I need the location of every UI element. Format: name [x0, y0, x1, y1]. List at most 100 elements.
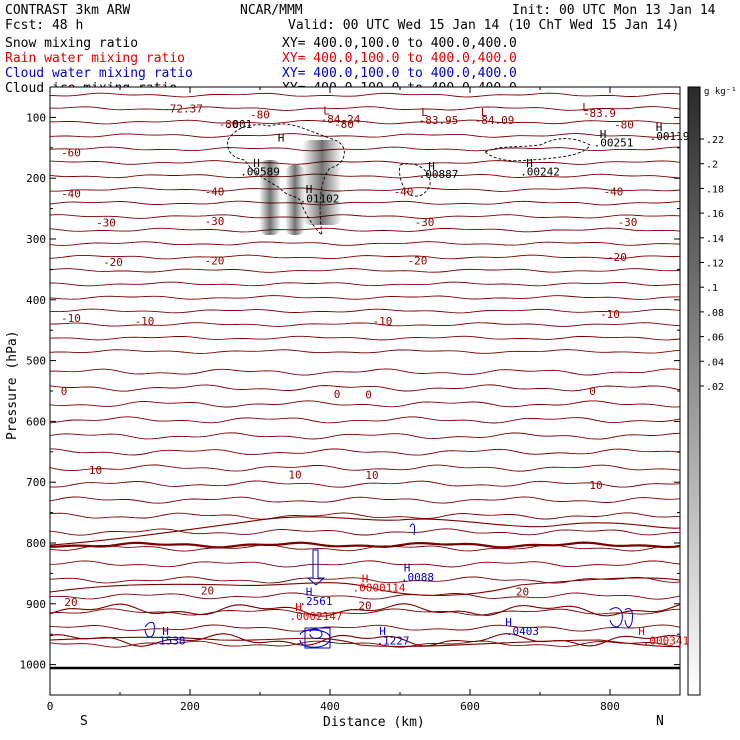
- temperature-label: 0: [589, 385, 596, 398]
- x-tick-label: 200: [180, 700, 200, 713]
- cloud-ice-contours: [227, 123, 591, 237]
- temperature-contour: [50, 592, 680, 600]
- model-title: CONTRAST 3km ARW: [5, 3, 130, 18]
- boundary-layer-contour: [50, 516, 680, 546]
- temperature-contour: [50, 92, 680, 98]
- cloud-water-contour: [144, 621, 155, 638]
- x-axis-label: Distance (km): [323, 715, 425, 730]
- snow-shading: [259, 140, 342, 235]
- temperature-label: -30: [205, 215, 225, 228]
- extremum-marker: H: [656, 121, 663, 134]
- extremum-value: .2561: [299, 595, 332, 608]
- temperature-contour: [50, 281, 680, 287]
- temperature-contour: [50, 544, 680, 552]
- extremum-marker: H: [428, 160, 435, 173]
- colorbar-tick-label: .02: [706, 382, 724, 393]
- temperature-contour: [50, 133, 680, 138]
- extremum-marker: H: [162, 625, 169, 638]
- cloud-water-contour: [609, 607, 623, 628]
- temperature-contour: [50, 173, 680, 179]
- temperature-label: -10: [600, 308, 620, 321]
- extremum-value: -84.24: [321, 113, 361, 126]
- colorbar-tick-label: .14: [706, 234, 724, 245]
- temperature-label: 10: [365, 469, 378, 482]
- temperature-contour: [50, 268, 680, 273]
- temperature-label: 0: [61, 385, 68, 398]
- temperature-label: -40: [604, 186, 624, 199]
- temperature-label: -72.37: [163, 102, 203, 115]
- extremum-value: .0002147: [290, 610, 343, 623]
- temperature-contour: [50, 254, 680, 260]
- x-tick-label: 600: [460, 700, 480, 713]
- y-tick-label: 100: [26, 111, 46, 124]
- extremum-marker: H: [278, 131, 285, 144]
- forecast-hour: Fcst: 48 h: [5, 18, 83, 33]
- field-name: Rain water mixing ratio: [5, 51, 185, 66]
- ice-contour: [399, 163, 431, 197]
- temperature-contour: [50, 416, 680, 424]
- temperature-label: -30: [415, 216, 435, 229]
- extremum-marker: H: [379, 625, 386, 638]
- temperature-contour: [50, 295, 680, 300]
- temperature-contour: [50, 335, 680, 341]
- temperature-label: -20: [103, 256, 123, 269]
- field-xy: XY= 400.0,100.0 to 400.0,400.0: [282, 51, 517, 66]
- temperature-label: 0: [334, 388, 341, 401]
- extremum-marker: L: [421, 106, 428, 119]
- temperature-contour: [50, 146, 680, 152]
- colorbar-scale: [687, 86, 701, 696]
- temperature-label: -10: [61, 312, 81, 325]
- temperature-label: 10: [589, 479, 602, 492]
- cloud-water-contour: [299, 629, 331, 648]
- x-axis: 0 200 400 600 800: [47, 87, 620, 713]
- cloud-water-contour: [306, 549, 326, 586]
- colorbar-tick-label: .04: [706, 357, 724, 368]
- init-time: Init: 00 UTC Mon 13 Jan 14: [512, 3, 716, 18]
- colorbar-tick-label: .22: [706, 135, 724, 146]
- temperature-label: 20: [201, 584, 214, 597]
- temperature-label: -40: [394, 186, 414, 199]
- temperature-contour: [50, 200, 680, 206]
- extremum-value: .00251: [594, 136, 634, 149]
- extremum-marker: H: [638, 625, 645, 638]
- temperature-contour-lines: [50, 92, 680, 648]
- temperature-contour: [50, 560, 680, 568]
- extremum-marker: L: [582, 101, 589, 114]
- extremum-marker: H: [362, 572, 369, 585]
- temperature-label: -20: [408, 254, 428, 267]
- extremum-value: .01102: [300, 192, 340, 205]
- colorbar-tick-label: .18: [706, 184, 724, 195]
- colorbar-tick-label: .06: [706, 333, 724, 344]
- y-tick-label: 800: [26, 537, 46, 550]
- temperature-contour: [50, 241, 680, 246]
- y-tick-label: 700: [26, 476, 46, 489]
- temperature-contour: [50, 384, 680, 392]
- extremum-marker: L: [323, 105, 330, 118]
- temperature-contour: [50, 603, 680, 617]
- temperature-label: 10: [288, 468, 301, 481]
- extremum-value: .1538: [152, 634, 185, 647]
- field-xy: XY= 400.0,100.0 to 400.0,400.0: [282, 66, 517, 81]
- extremum-marker: H: [306, 586, 313, 599]
- temperature-contour: [50, 106, 680, 111]
- temperature-label: -40: [61, 187, 81, 200]
- snow-plume: [285, 165, 305, 235]
- extremum-value: .0088: [401, 571, 434, 584]
- extremum-marker: H: [404, 561, 411, 574]
- extremum-value: .000341: [643, 634, 689, 647]
- cloud-water-contour: [409, 523, 415, 536]
- temperature-contour: [50, 480, 680, 488]
- extremum-value: .1227: [376, 634, 409, 647]
- temperature-label: -10: [135, 315, 155, 328]
- temperature-label: -60: [61, 147, 81, 160]
- temperature-label: -10: [373, 315, 393, 328]
- south-label: S: [80, 714, 88, 729]
- temperature-contour: [50, 400, 680, 408]
- field-xy: XY= 400.0,100.0 to 400.0,400.0: [282, 36, 517, 51]
- temperature-label: 20: [516, 586, 529, 599]
- temperature-contour: [50, 512, 680, 520]
- y-tick-label: 500: [26, 355, 46, 368]
- extremum-marker: H: [505, 616, 512, 629]
- extremum-marker: H: [526, 157, 533, 170]
